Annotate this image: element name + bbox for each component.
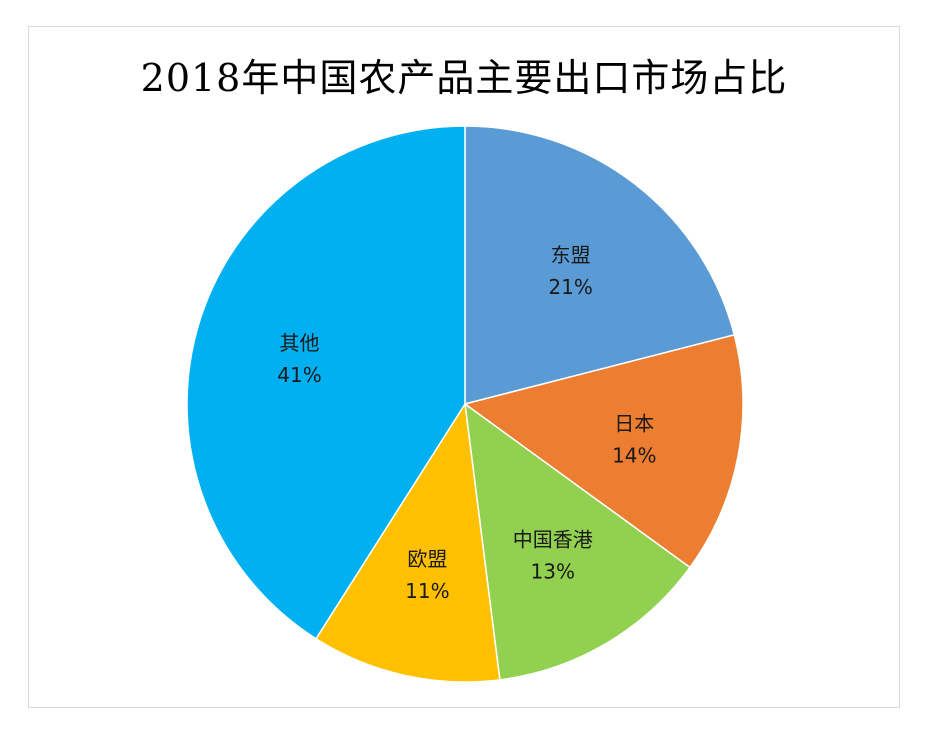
pie-slice-3: [315, 401, 501, 683]
slice-label-value-0: 21%: [548, 275, 592, 299]
slice-label-value-4: 41%: [277, 363, 321, 387]
slice-label-name-2: 中国香港: [513, 527, 593, 551]
slice-label-name-0: 东盟: [551, 243, 591, 267]
slice-label-value-1: 14%: [612, 443, 656, 467]
slice-label-name-3: 欧盟: [407, 547, 447, 571]
slice-label-value-2: 13%: [531, 559, 575, 583]
slice-label-name-1: 日本: [614, 411, 654, 435]
pie-slice-1: [463, 333, 744, 569]
chart-title: 2018年中国农产品主要出口市场占比: [140, 56, 788, 100]
pie-slice-4: [186, 125, 466, 640]
slice-label-name-4: 其他: [279, 331, 319, 355]
slice-label-value-3: 11%: [405, 579, 449, 603]
pie-slice-0: [464, 125, 736, 405]
pie-slice-2: [464, 402, 691, 681]
